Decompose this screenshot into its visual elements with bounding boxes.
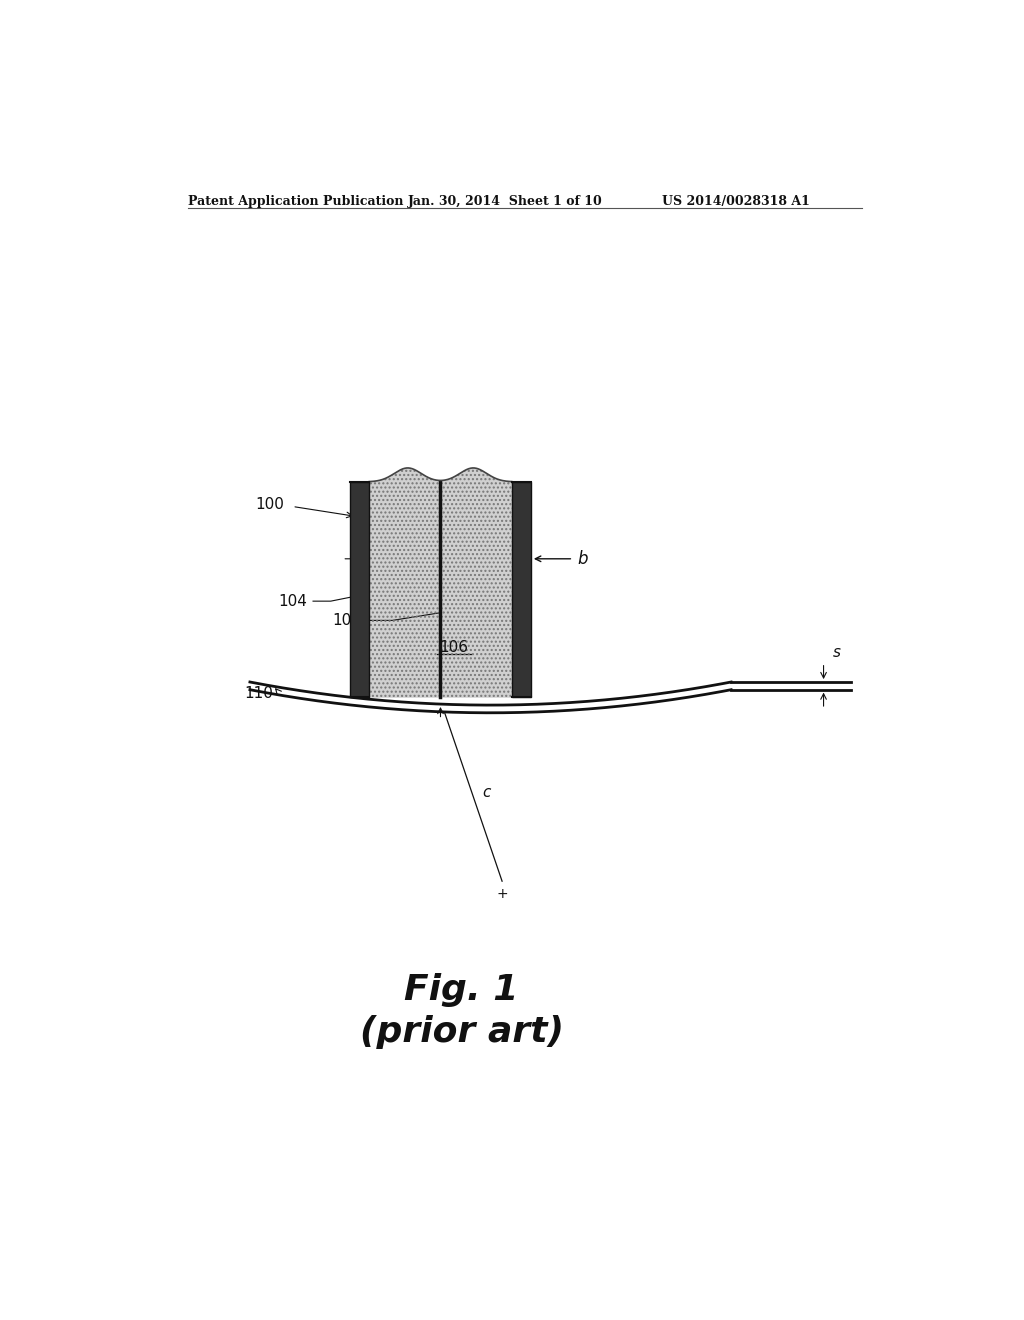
- Text: Fig. 1: Fig. 1: [404, 973, 519, 1007]
- Text: 106: 106: [439, 640, 468, 655]
- Text: +: +: [497, 887, 508, 902]
- Text: 100: 100: [256, 498, 285, 512]
- Text: Jan. 30, 2014  Sheet 1 of 10: Jan. 30, 2014 Sheet 1 of 10: [408, 195, 602, 209]
- Text: US 2014/0028318 A1: US 2014/0028318 A1: [662, 195, 810, 209]
- Polygon shape: [512, 482, 531, 697]
- Text: 104: 104: [279, 594, 307, 609]
- Text: s: s: [833, 645, 841, 660]
- Polygon shape: [350, 482, 370, 697]
- Text: c: c: [482, 785, 490, 800]
- Text: 110: 110: [244, 686, 273, 701]
- Text: b: b: [578, 550, 588, 568]
- Text: Patent Application Publication: Patent Application Publication: [188, 195, 403, 209]
- Polygon shape: [370, 469, 512, 697]
- Text: (prior art): (prior art): [359, 1015, 563, 1049]
- Text: 102: 102: [333, 612, 361, 628]
